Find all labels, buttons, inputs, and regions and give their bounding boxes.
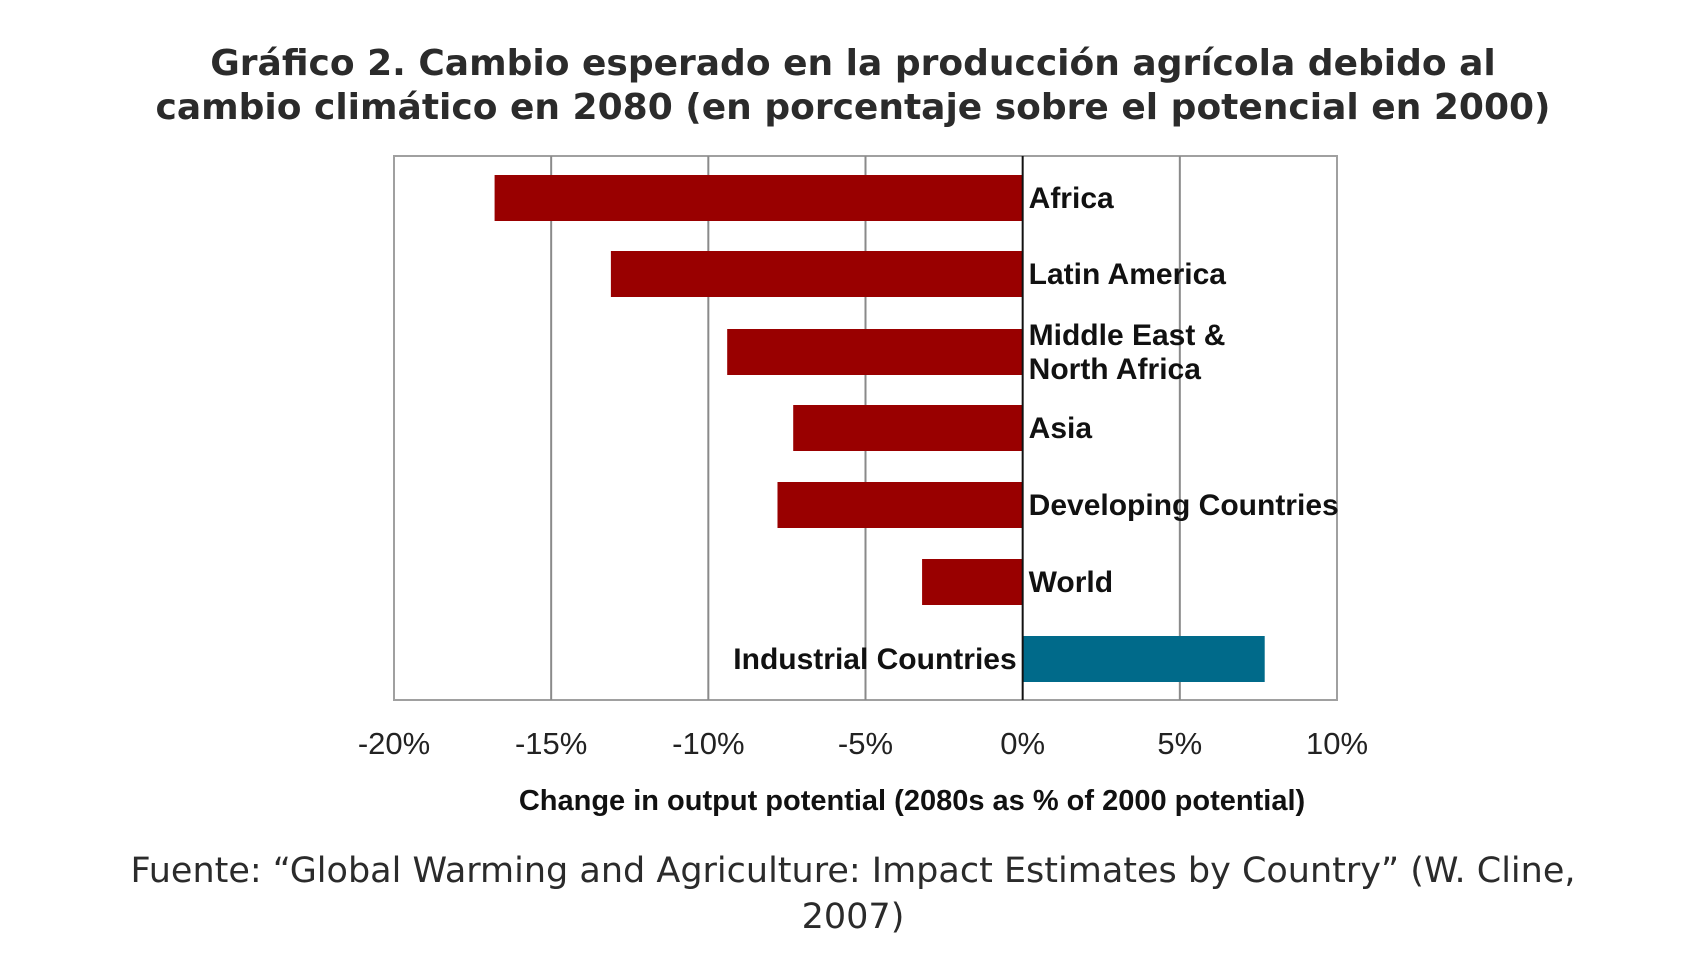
- category-label-6-line-0: Industrial Countries: [733, 643, 1016, 676]
- x-axis-label: Change in output potential (2080s as % o…: [519, 785, 1305, 817]
- category-label-4-line-0: Developing Countries: [1029, 489, 1339, 522]
- category-label-5-line-0: World: [1029, 566, 1113, 599]
- x-tick-label-3: -5%: [838, 726, 893, 761]
- category-label-2-line-0: Middle East &: [1029, 319, 1226, 352]
- category-label-3-line-0: Asia: [1029, 412, 1093, 445]
- category-label-6: Industrial Countries: [733, 643, 1016, 676]
- category-label-0-line-0: Africa: [1029, 182, 1114, 215]
- category-label-1: Latin America: [1029, 258, 1227, 291]
- chart-title-line-2: cambio climático en 2080 (en porcentaje …: [155, 87, 1551, 128]
- x-tick-label-2: -10%: [672, 726, 744, 761]
- category-label-3: Asia: [1029, 412, 1093, 445]
- chart-title-line-1: Gráfico 2. Cambio esperado en la producc…: [210, 43, 1496, 84]
- bar-4: [777, 482, 1023, 528]
- x-tick-label-1: -15%: [515, 726, 587, 761]
- bar-1: [610, 251, 1023, 297]
- category-label-2-line-1: North Africa: [1029, 353, 1202, 386]
- category-label-4: Developing Countries: [1029, 489, 1339, 522]
- bar-3: [793, 405, 1023, 451]
- x-tick-label-0: -20%: [358, 726, 430, 761]
- x-tick-label-4: 0%: [1000, 726, 1045, 761]
- chart-title: Gráfico 2. Cambio esperado en la producc…: [0, 42, 1706, 130]
- bar-2: [727, 329, 1023, 375]
- category-label-2: Middle East & North Africa: [1029, 319, 1226, 386]
- category-label-1-line-0: Latin America: [1029, 258, 1227, 291]
- category-label-5: World: [1029, 566, 1113, 599]
- x-tick-label-5: 5%: [1157, 726, 1202, 761]
- source-note: Fuente: “Global Warming and Agriculture:…: [60, 848, 1646, 940]
- source-note-line-1: Fuente: “Global Warming and Agriculture:…: [130, 851, 1576, 891]
- bar-0: [494, 175, 1023, 221]
- category-label-0: Africa: [1029, 182, 1114, 215]
- x-tick-label-6: 10%: [1306, 726, 1368, 761]
- source-note-line-2: 2007): [801, 897, 905, 937]
- bar-6: [1022, 636, 1265, 682]
- bar-5: [922, 559, 1023, 605]
